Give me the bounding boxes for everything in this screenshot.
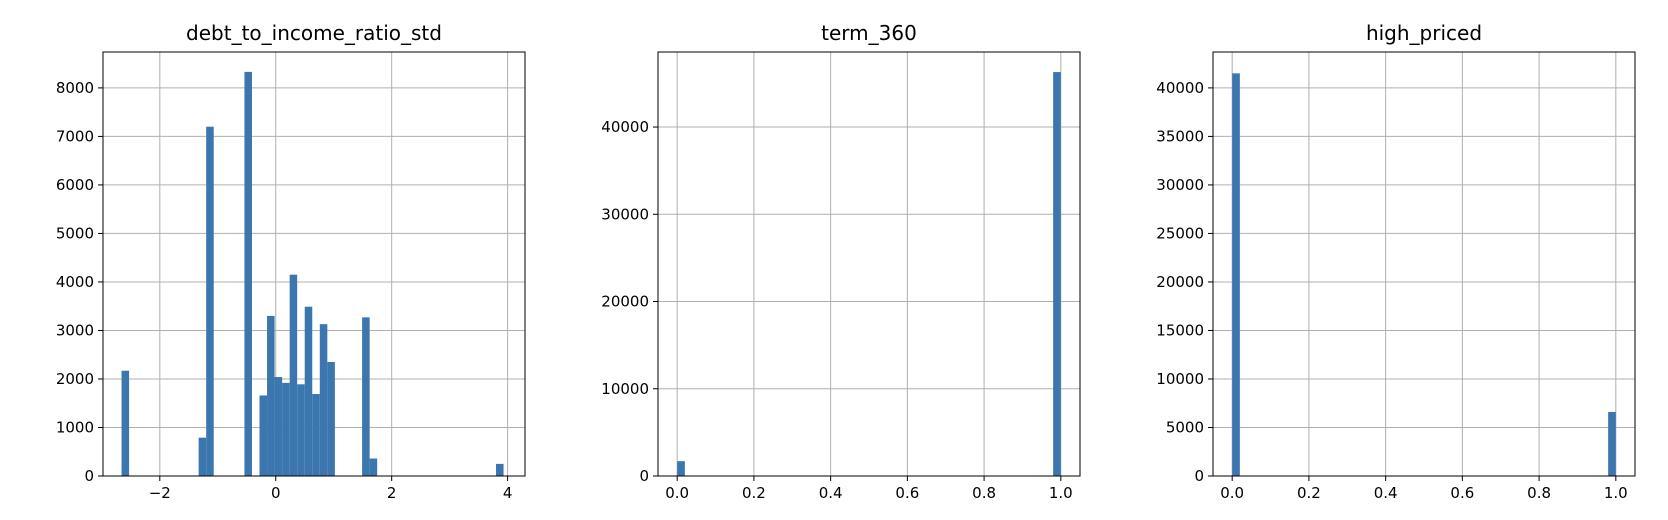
y-tick-label: 5000 (1166, 418, 1204, 436)
y-tick-label: 10000 (1156, 370, 1204, 388)
y-tick-label: 35000 (1156, 127, 1204, 145)
x-tick-label: 4 (503, 484, 513, 502)
x-tick-label: 0.2 (1297, 484, 1321, 502)
histogram-bar (274, 377, 283, 476)
axes-frame (1212, 51, 1636, 477)
histogram-bar (259, 395, 268, 476)
histogram-bar (304, 306, 313, 476)
y-tick-label: 20000 (601, 293, 649, 311)
histogram-bar (312, 394, 320, 476)
x-tick-label: 0.6 (1450, 484, 1474, 502)
histogram-bar (289, 274, 298, 476)
y-tick-label: 0 (639, 467, 649, 485)
y-tick-label: 25000 (1156, 224, 1204, 242)
x-tick-label: 0 (271, 484, 281, 502)
histogram-bar (206, 126, 214, 476)
y-tick-label: 0 (84, 467, 94, 485)
x-tick-label: 0.6 (895, 484, 919, 502)
x-tick-label: 0.8 (972, 484, 996, 502)
y-tick-label: 40000 (1156, 79, 1204, 97)
y-tick-label: 15000 (1156, 321, 1204, 339)
subplot-debt-to-income-ratio-std: debt_to_income_ratio_std −2 0 2 4 0 1000 2000 3… (56, 21, 526, 502)
y-tick-label: 2000 (56, 370, 94, 388)
x-tick-label: 2 (387, 484, 397, 502)
histogram-bar (297, 384, 305, 476)
x-tick-label: 0.4 (1374, 484, 1398, 502)
y-tick-label: 5000 (56, 224, 94, 242)
subplot-title: debt_to_income_ratio_std (186, 21, 442, 45)
x-tick-label: 0.0 (1220, 484, 1244, 502)
histogram-bar (327, 361, 335, 476)
histogram-bar (496, 463, 504, 476)
histogram-bar (267, 315, 275, 476)
x-tick-label: 1.0 (1604, 484, 1628, 502)
histogram-bar (244, 71, 252, 476)
x-tick-label: 0.4 (819, 484, 843, 502)
x-tick-label: 0.2 (742, 484, 766, 502)
histogram-bar (1608, 411, 1616, 476)
histogram-bar (198, 437, 207, 476)
histogram-bar (362, 317, 370, 476)
y-tick-label: 30000 (601, 205, 649, 223)
y-tick-label: 7000 (56, 127, 94, 145)
y-tick-label: 6000 (56, 176, 94, 194)
x-tick-label: 0.0 (665, 484, 689, 502)
histogram-bar (121, 370, 130, 476)
y-tick-label: 3000 (56, 321, 94, 339)
y-tick-label: 4000 (56, 273, 94, 291)
subplot-high-priced: high_priced 0.0 0.2 0.4 0.6 0.8 1.0 0 5000 10000… (1156, 21, 1636, 502)
axes-frame (102, 51, 526, 477)
histogram-bar (1053, 72, 1061, 476)
histogram-bar (369, 458, 378, 476)
y-tick-label: 0 (1194, 467, 1204, 485)
x-tick-label: 1.0 (1049, 484, 1073, 502)
axes-frame (657, 51, 1081, 477)
histogram-bar (677, 461, 685, 476)
histogram-bar (319, 324, 328, 476)
y-tick-label: 8000 (56, 79, 94, 97)
histogram-bar (1232, 73, 1240, 477)
y-tick-label: 20000 (1156, 273, 1204, 291)
x-tick-label: −2 (149, 484, 171, 502)
histogram-bar (282, 382, 290, 476)
y-tick-label: 1000 (56, 418, 94, 436)
y-tick-label: 10000 (601, 380, 649, 398)
subplot-title: term_360 (821, 21, 917, 45)
subplot-term-360: term_360 0.0 0.2 0.4 0.6 0.8 1.0 0 10000 20000 30… (601, 21, 1081, 502)
subplot-title: high_priced (1366, 21, 1482, 45)
x-tick-label: 0.8 (1527, 484, 1551, 502)
y-tick-label: 30000 (1156, 176, 1204, 194)
y-tick-label: 40000 (601, 118, 649, 136)
